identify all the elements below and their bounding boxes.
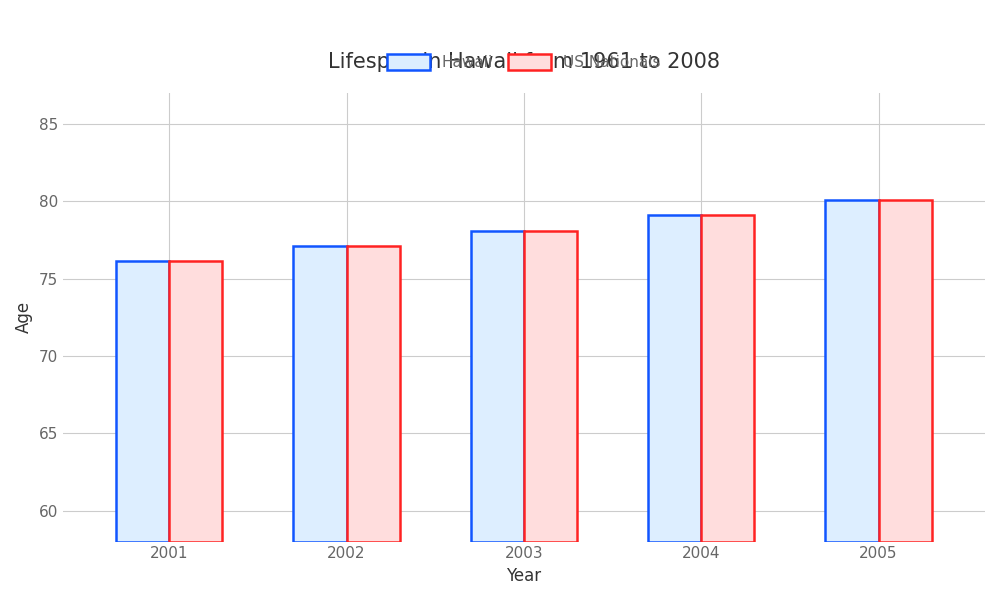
Bar	[116, 262, 169, 542]
X-axis label: Year: Year	[506, 567, 541, 585]
Bar	[347, 246, 400, 542]
Title: Lifespan in Hawaii from 1961 to 2008: Lifespan in Hawaii from 1961 to 2008	[328, 52, 720, 72]
Bar	[648, 215, 701, 542]
Bar	[471, 230, 524, 542]
Bar	[879, 200, 932, 542]
Bar	[701, 215, 754, 542]
Legend: Hawaii, US Nationals: Hawaii, US Nationals	[379, 47, 669, 78]
Bar	[293, 246, 347, 542]
Bar	[524, 230, 577, 542]
Y-axis label: Age: Age	[15, 301, 33, 333]
Bar	[825, 200, 879, 542]
Bar	[169, 262, 222, 542]
